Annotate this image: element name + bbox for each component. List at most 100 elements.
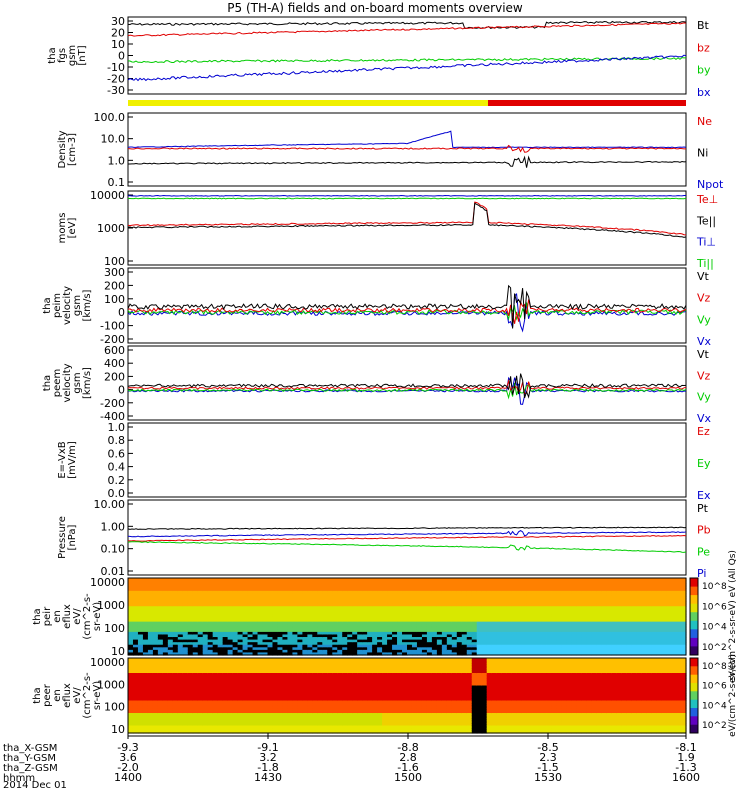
ion-spectrogram-cell — [252, 644, 259, 648]
ion-spectrogram-cell — [252, 598, 259, 602]
electron-spectrogram-cell — [302, 723, 308, 727]
electron-spectrogram-cell — [132, 688, 139, 692]
ion-spectrogram-cell — [561, 639, 568, 643]
ion-spectrogram-cell — [312, 629, 318, 633]
ion-spectrogram-cell — [277, 639, 284, 643]
electron-spectrogram-cell — [367, 663, 373, 667]
ion-spectrogram-cell — [397, 606, 403, 610]
y-tick-label: -10 — [107, 61, 125, 74]
ion-spectrogram-cell — [302, 652, 308, 656]
ion-spectrogram-cell — [431, 580, 438, 584]
electron-spectrogram-cell — [342, 668, 348, 672]
ion-spectrogram-cell — [591, 585, 597, 589]
ion-spectrogram-cell — [137, 649, 144, 654]
electron-spectrogram-cell — [217, 728, 224, 732]
electron-spectrogram-cell — [332, 725, 338, 729]
ion-spectrogram-cell — [252, 603, 259, 607]
ion-spectrogram-cell — [521, 626, 528, 630]
ion-spectrogram-cell — [187, 601, 194, 605]
ion-spectrogram-cell — [556, 613, 563, 618]
ion-spectrogram-cell — [322, 593, 328, 597]
electron-spectrogram-cell — [177, 710, 184, 714]
ion-spectrogram-cell — [202, 578, 209, 582]
y-tick-label: 200 — [104, 370, 125, 383]
ion-spectrogram-cell — [307, 603, 313, 607]
ion-spectrogram-cell — [441, 598, 448, 602]
electron-spectrogram-cell — [227, 665, 234, 669]
ion-spectrogram-cell — [546, 583, 553, 587]
ion-spectrogram-cell — [631, 583, 637, 587]
ion-spectrogram-cell — [212, 642, 219, 646]
ion-spectrogram-cell — [352, 603, 358, 607]
ion-spectrogram-cell — [446, 588, 453, 592]
ion-spectrogram-cell — [611, 631, 617, 636]
ion-spectrogram-cell — [461, 590, 468, 594]
electron-spectrogram-cell — [232, 685, 239, 689]
electron-spectrogram-cell — [132, 668, 139, 672]
ion-spectrogram-cell — [481, 634, 488, 638]
ion-spectrogram-cell — [342, 652, 348, 656]
ion-spectrogram-cell — [416, 611, 423, 615]
ion-spectrogram-cell — [337, 578, 343, 582]
electron-spectrogram-cell — [272, 673, 279, 677]
ion-spectrogram-cell — [247, 624, 254, 628]
electron-spectrogram-cell — [212, 730, 219, 734]
ion-spectrogram-cell — [132, 603, 139, 607]
ion-spectrogram-cell — [541, 647, 548, 651]
electron-spectrogram-cell — [302, 715, 308, 719]
ion-spectrogram-cell — [197, 629, 204, 633]
ion-spectrogram-cell — [232, 595, 239, 600]
electron-spectrogram-cell — [137, 720, 144, 724]
ion-spectrogram-cell — [646, 639, 652, 643]
ion-spectrogram-cell — [362, 631, 368, 636]
ion-spectrogram-cell — [177, 644, 184, 648]
electron-spectrogram-cell — [347, 673, 353, 677]
electron-spectrogram-cell — [132, 675, 139, 679]
ion-spectrogram-cell — [287, 588, 294, 592]
ion-spectrogram-cell — [436, 598, 443, 602]
ion-spectrogram-cell — [232, 619, 239, 623]
electron-spectrogram-cell — [282, 688, 289, 692]
ion-spectrogram-cell — [297, 642, 303, 646]
ion-spectrogram-cell — [377, 644, 383, 648]
ion-spectrogram-cell — [516, 578, 523, 582]
ion-spectrogram-cell — [591, 598, 597, 602]
ion-spectrogram-cell — [252, 639, 259, 643]
ion-spectrogram-cell — [676, 652, 682, 656]
y-axis-label: gsm — [72, 295, 83, 316]
electron-spectrogram-cell — [287, 713, 294, 717]
ion-spectrogram-cell — [377, 595, 383, 600]
electron-spectrogram-cell — [267, 658, 274, 662]
ion-spectrogram-cell — [142, 585, 149, 589]
ion-spectrogram-cell — [661, 631, 667, 636]
ion-spectrogram-cell — [426, 634, 433, 638]
electron-spectrogram-cell — [337, 703, 343, 707]
electron-spectrogram-cell — [187, 675, 194, 679]
electron-spectrogram-cell — [202, 688, 209, 692]
ion-spectrogram-cell — [407, 637, 413, 641]
ion-spectrogram-cell — [471, 611, 478, 615]
electron-spectrogram-cell — [297, 723, 303, 727]
ion-spectrogram-cell — [142, 595, 149, 600]
ion-spectrogram-cell — [476, 634, 483, 638]
ion-spectrogram-cell — [392, 629, 398, 633]
ion-spectrogram-cell — [147, 595, 154, 600]
ion-spectrogram-cell — [431, 631, 438, 636]
ion-spectrogram-cell — [446, 616, 453, 620]
electron-spectrogram-cell — [207, 658, 214, 662]
electron-spectrogram-cell — [337, 698, 343, 702]
ion-spectrogram-cell — [292, 619, 298, 623]
electron-spectrogram-cell — [322, 690, 328, 694]
ion-spectrogram-cell — [606, 629, 612, 633]
ion-spectrogram-cell — [461, 595, 468, 600]
electron-spectrogram-cell — [142, 720, 149, 724]
ion-spectrogram-cell — [322, 601, 328, 605]
ion-spectrogram-cell — [277, 595, 284, 600]
electron-spectrogram-cell — [177, 690, 184, 694]
ion-spectrogram-cell — [147, 621, 154, 625]
ion-spectrogram-cell — [611, 616, 617, 620]
electron-spectrogram-cell — [342, 673, 348, 677]
electron-spectrogram-cell — [307, 723, 313, 727]
electron-spectrogram-cell — [312, 688, 318, 692]
ion-spectrogram-cell — [337, 647, 343, 651]
